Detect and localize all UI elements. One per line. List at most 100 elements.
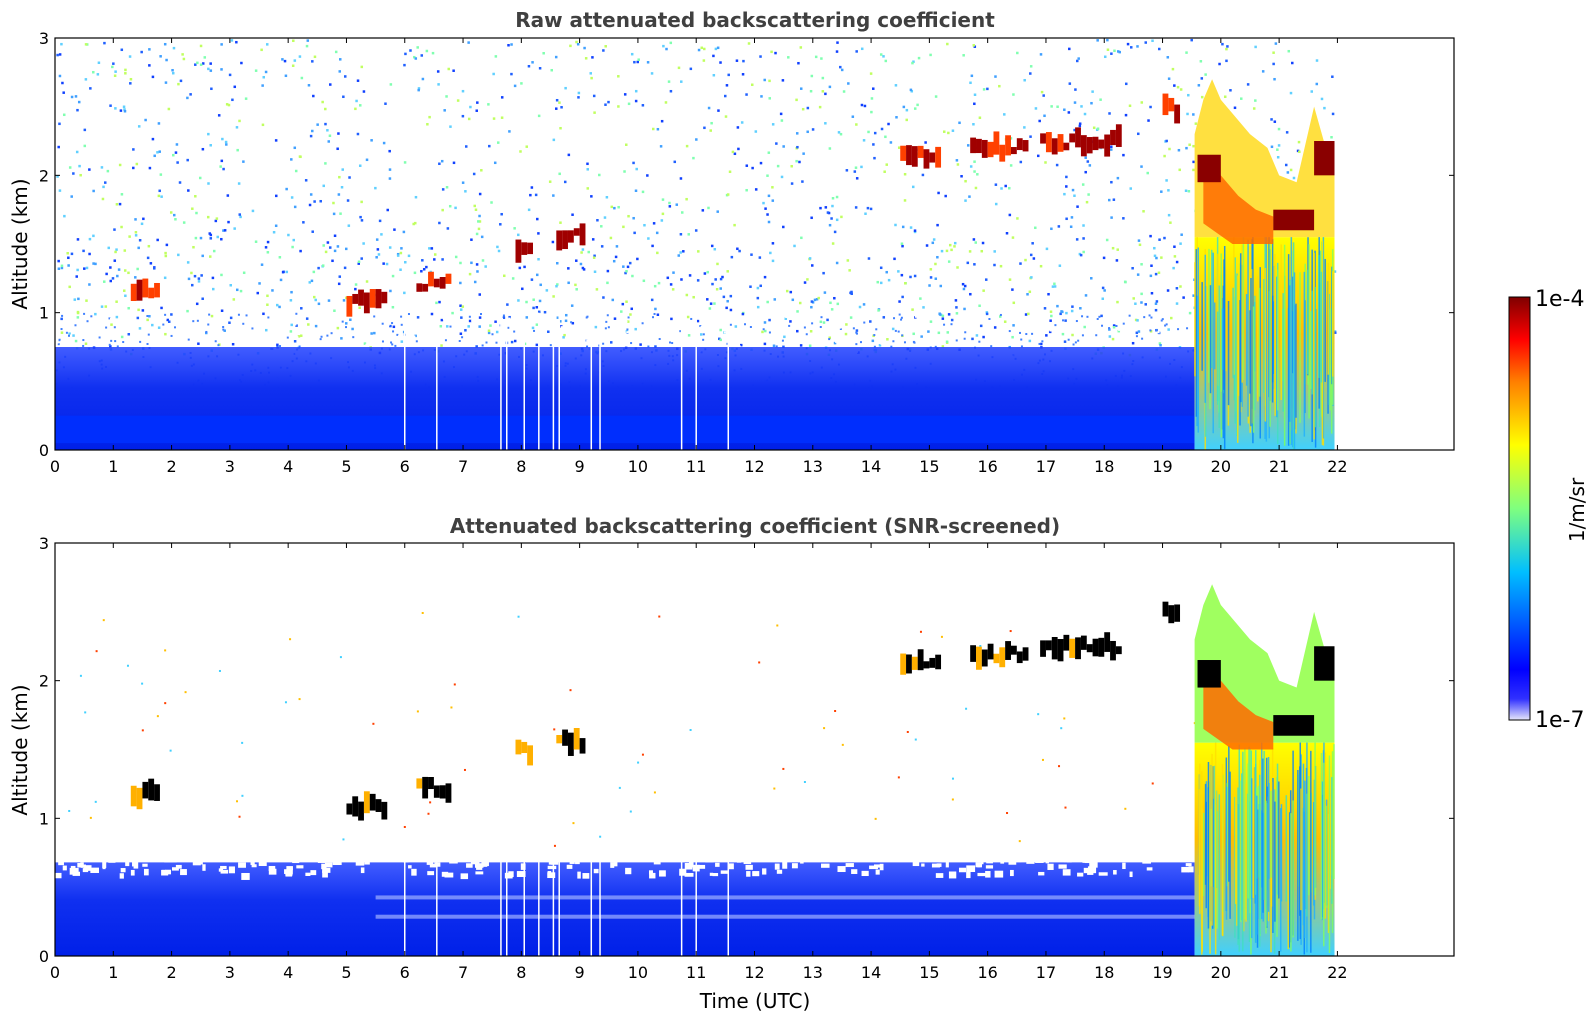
feature-mark bbox=[148, 778, 155, 801]
feature-mark bbox=[999, 144, 1006, 162]
feature-mark bbox=[1115, 646, 1122, 655]
x-tick-label: 6 bbox=[400, 963, 410, 982]
feature-mark bbox=[1045, 640, 1052, 651]
x-tick-label: 16 bbox=[977, 457, 997, 476]
feature-mark bbox=[445, 783, 452, 803]
x-tick-label: 21 bbox=[1269, 963, 1289, 982]
panel1-plot-area bbox=[55, 38, 1337, 450]
feature-mark bbox=[993, 653, 1000, 664]
x-tick-label: 0 bbox=[50, 457, 60, 476]
feature-mark bbox=[929, 152, 936, 163]
colorbar: 1e-4 1e-7 1/m/sr bbox=[1508, 287, 1589, 733]
feature-mark bbox=[428, 271, 434, 287]
feature-mark bbox=[1098, 637, 1105, 657]
panel1-x-ticks: 0 1 2 3 4 5 6 7 8 9 10 11 12 13 14 15 16 17 18 19 20 21 22 bbox=[50, 38, 1348, 476]
x-tick-label: 2 bbox=[166, 457, 176, 476]
feature-mark bbox=[1092, 638, 1099, 657]
x-tick-label: 10 bbox=[628, 963, 648, 982]
y-tick-label: 3 bbox=[39, 29, 49, 48]
colorbar-min-label: 1e-7 bbox=[1535, 708, 1584, 733]
feature-mark bbox=[579, 738, 586, 754]
cloud-top-mark-2 bbox=[1314, 646, 1335, 681]
feature-mark bbox=[1057, 639, 1064, 662]
feature-mark bbox=[515, 739, 522, 755]
x-tick-label: 13 bbox=[803, 963, 823, 982]
feature-mark bbox=[562, 729, 568, 746]
feature-mark bbox=[1022, 140, 1029, 152]
feature-mark bbox=[1016, 138, 1023, 151]
feature-mark bbox=[1174, 104, 1181, 124]
feature-mark bbox=[136, 279, 143, 301]
feature-mark bbox=[416, 283, 423, 292]
x-tick-label: 9 bbox=[575, 457, 585, 476]
feature-mark bbox=[923, 661, 930, 669]
feature-mark bbox=[1086, 137, 1093, 154]
feature-mark bbox=[1005, 641, 1011, 660]
boundary-layer-gaps bbox=[55, 851, 1194, 880]
feature-mark bbox=[1016, 651, 1023, 664]
data-dropouts bbox=[404, 859, 730, 956]
feature-mark bbox=[1010, 645, 1017, 655]
feature-mark bbox=[1063, 142, 1070, 151]
feature-mark bbox=[567, 230, 574, 243]
feature-mark bbox=[981, 649, 988, 667]
x-tick-label: 17 bbox=[1036, 963, 1056, 982]
y-tick-label: 0 bbox=[39, 441, 49, 460]
x-tick-label: 16 bbox=[977, 963, 997, 982]
feature-mark bbox=[1063, 634, 1070, 651]
feature-mark bbox=[381, 291, 388, 304]
y-tick-label: 0 bbox=[39, 947, 49, 966]
panel1-y-ticks: 0 1 2 3 bbox=[39, 29, 1454, 460]
feature-mark bbox=[439, 277, 446, 289]
feature-mark bbox=[1174, 604, 1181, 622]
cloud-region bbox=[1194, 79, 1335, 450]
x-tick-label: 13 bbox=[803, 457, 823, 476]
feature-mark bbox=[935, 146, 942, 168]
feature-mark bbox=[1075, 127, 1081, 148]
feature-mark bbox=[970, 137, 977, 154]
feature-mark bbox=[1040, 640, 1046, 657]
elevated-features bbox=[130, 601, 1335, 821]
colorbar-max-label: 1e-4 bbox=[1535, 287, 1584, 312]
y-tick-label: 2 bbox=[39, 166, 49, 185]
feature-mark bbox=[917, 649, 924, 671]
feature-mark bbox=[1022, 647, 1029, 661]
x-tick-label: 5 bbox=[341, 457, 351, 476]
x-tick-label: 18 bbox=[1094, 963, 1114, 982]
feature-mark bbox=[573, 228, 580, 236]
feature-mark bbox=[375, 799, 382, 812]
x-tick-label: 12 bbox=[744, 963, 764, 982]
feature-mark bbox=[1069, 638, 1076, 658]
noise-speckle bbox=[55, 38, 1337, 398]
x-tick-label: 7 bbox=[458, 963, 468, 982]
feature-mark bbox=[1110, 129, 1116, 146]
feature-mark bbox=[381, 801, 388, 820]
x-tick-label: 21 bbox=[1269, 457, 1289, 476]
panel2-title: Attenuated backscattering coefficient (S… bbox=[450, 514, 1060, 538]
x-tick-label: 9 bbox=[575, 963, 585, 982]
cloud-core bbox=[1203, 168, 1274, 244]
feature-mark bbox=[1057, 134, 1064, 152]
colorbar-gradient bbox=[1508, 296, 1531, 721]
feature-mark bbox=[142, 781, 149, 799]
feature-mark bbox=[433, 785, 440, 798]
feature-mark bbox=[422, 283, 429, 292]
feature-mark bbox=[428, 777, 434, 790]
feature-mark bbox=[346, 803, 353, 815]
feature-mark bbox=[567, 732, 574, 756]
feature-mark bbox=[1051, 138, 1058, 155]
x-tick-label: 12 bbox=[744, 457, 764, 476]
feature-mark bbox=[1080, 135, 1087, 157]
feature-mark bbox=[521, 242, 528, 255]
x-tick-label: 1 bbox=[108, 963, 118, 982]
x-tick-label: 8 bbox=[516, 963, 526, 982]
feature-mark bbox=[923, 149, 930, 169]
feature-mark bbox=[433, 278, 440, 288]
feature-mark bbox=[1040, 133, 1046, 144]
feature-mark bbox=[358, 801, 364, 821]
feature-mark bbox=[1086, 644, 1093, 653]
feature-mark bbox=[1162, 93, 1169, 116]
feature-mark bbox=[1080, 635, 1087, 650]
feature-mark bbox=[999, 647, 1006, 668]
feature-mark bbox=[970, 645, 977, 662]
